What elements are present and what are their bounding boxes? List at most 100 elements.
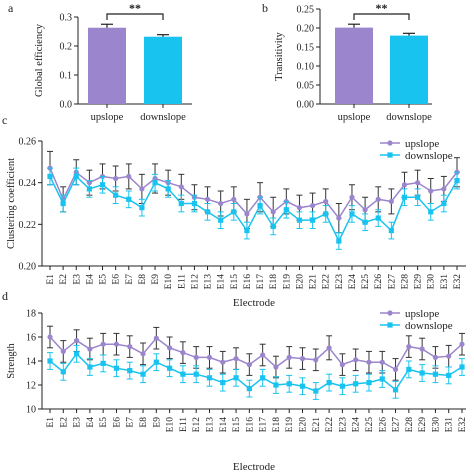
data-point	[454, 177, 460, 184]
data-point	[339, 383, 345, 389]
data-point	[152, 180, 158, 186]
series-downslope	[47, 344, 465, 400]
data-point	[441, 200, 447, 207]
data-point	[126, 173, 132, 180]
x-tick-label: E9	[152, 417, 162, 428]
x-tick-label: E1	[46, 274, 56, 285]
data-point	[415, 180, 421, 186]
data-point	[218, 217, 224, 223]
data-point	[283, 207, 289, 213]
x-tick-label: E7	[125, 274, 135, 285]
y-axis-label: Transitivity	[274, 31, 285, 80]
y-tick-label: 0.00	[297, 100, 315, 111]
x-tick-label: E13	[204, 274, 214, 290]
series-upslope	[47, 150, 460, 234]
x-tick-label: E6	[112, 274, 122, 285]
data-point	[286, 354, 292, 360]
data-point	[270, 209, 276, 215]
x-tick-label: E23	[338, 417, 348, 433]
x-tick-label: E23	[335, 274, 345, 290]
data-point	[231, 196, 237, 202]
legend-label: downslope	[405, 150, 453, 162]
y-tick-label: 16	[26, 333, 36, 344]
data-point	[459, 341, 465, 347]
data-point	[139, 186, 145, 192]
series-line	[49, 175, 458, 243]
data-point	[270, 223, 276, 230]
y-tick-label: 0.26	[19, 137, 37, 148]
x-tick-label: E15	[232, 417, 242, 433]
data-point	[459, 364, 465, 370]
data-point	[244, 211, 250, 217]
data-point	[388, 198, 394, 205]
data-point	[336, 215, 342, 221]
y-tick-label: 0.20	[19, 262, 37, 273]
data-point	[113, 341, 120, 347]
data-point	[379, 359, 385, 365]
data-point	[432, 371, 439, 377]
x-tick-label: E32	[458, 417, 468, 433]
x-tick-label: E9	[151, 274, 161, 285]
bar-upslope	[88, 27, 126, 105]
panel-label: a	[8, 1, 14, 15]
x-tick-label: E25	[365, 417, 375, 433]
x-tick-label: E7	[126, 417, 136, 428]
y-tick-label: 14	[26, 357, 36, 368]
x-tick-label: E26	[374, 274, 384, 290]
x-tick-label: E6	[112, 417, 122, 428]
bar-downslope	[390, 35, 428, 104]
data-point	[204, 209, 211, 215]
x-tick-label: E13	[205, 417, 215, 433]
data-point	[220, 380, 226, 386]
data-point	[313, 357, 319, 363]
data-point	[153, 359, 159, 365]
x-tick-label: E31	[440, 274, 450, 290]
x-tick-label: downslope	[140, 112, 186, 123]
x-tick-label: E17	[256, 274, 266, 290]
data-point	[362, 207, 368, 213]
x-tick-label: E20	[295, 274, 305, 290]
data-point	[375, 196, 381, 202]
y-axis-label: Clustering coefficient	[6, 158, 17, 249]
data-point	[73, 351, 80, 357]
legend-marker	[387, 140, 393, 146]
legend-marker	[387, 322, 393, 328]
x-tick-label: E21	[309, 274, 319, 290]
x-tick-label: E27	[392, 417, 402, 433]
x-tick-label: E30	[427, 274, 437, 290]
data-point	[366, 380, 372, 386]
y-tick-label: 0.25	[297, 5, 315, 16]
data-point	[180, 371, 186, 377]
panel-label: b	[262, 1, 268, 15]
x-tick-label: upslope	[338, 112, 371, 123]
data-point	[167, 365, 173, 371]
y-tick-label: 12	[26, 381, 36, 392]
significance-bracket	[106, 13, 164, 20]
data-point	[296, 217, 303, 223]
y-tick-label: 0.1	[60, 71, 73, 82]
x-axis-label: Electrode	[233, 461, 275, 473]
data-point	[233, 356, 239, 362]
x-tick-label: E10	[164, 274, 174, 290]
data-point	[428, 209, 434, 215]
bar-downslope	[144, 36, 182, 104]
data-point	[140, 371, 146, 377]
data-point	[401, 182, 408, 188]
data-point	[299, 356, 306, 362]
x-tick-label: E14	[219, 417, 229, 433]
data-point	[60, 369, 66, 375]
x-tick-label: E26	[378, 417, 388, 433]
data-point	[362, 219, 368, 225]
x-tick-label: E12	[190, 274, 200, 290]
data-point	[193, 354, 199, 360]
y-axis-label: Global efficiency	[34, 23, 45, 97]
data-point	[349, 194, 355, 200]
data-point	[60, 348, 66, 354]
x-tick-label: E4	[85, 274, 95, 285]
data-point	[309, 202, 316, 209]
y-tick-label: 0.0	[60, 100, 73, 111]
significance-marker: **	[129, 1, 141, 15]
